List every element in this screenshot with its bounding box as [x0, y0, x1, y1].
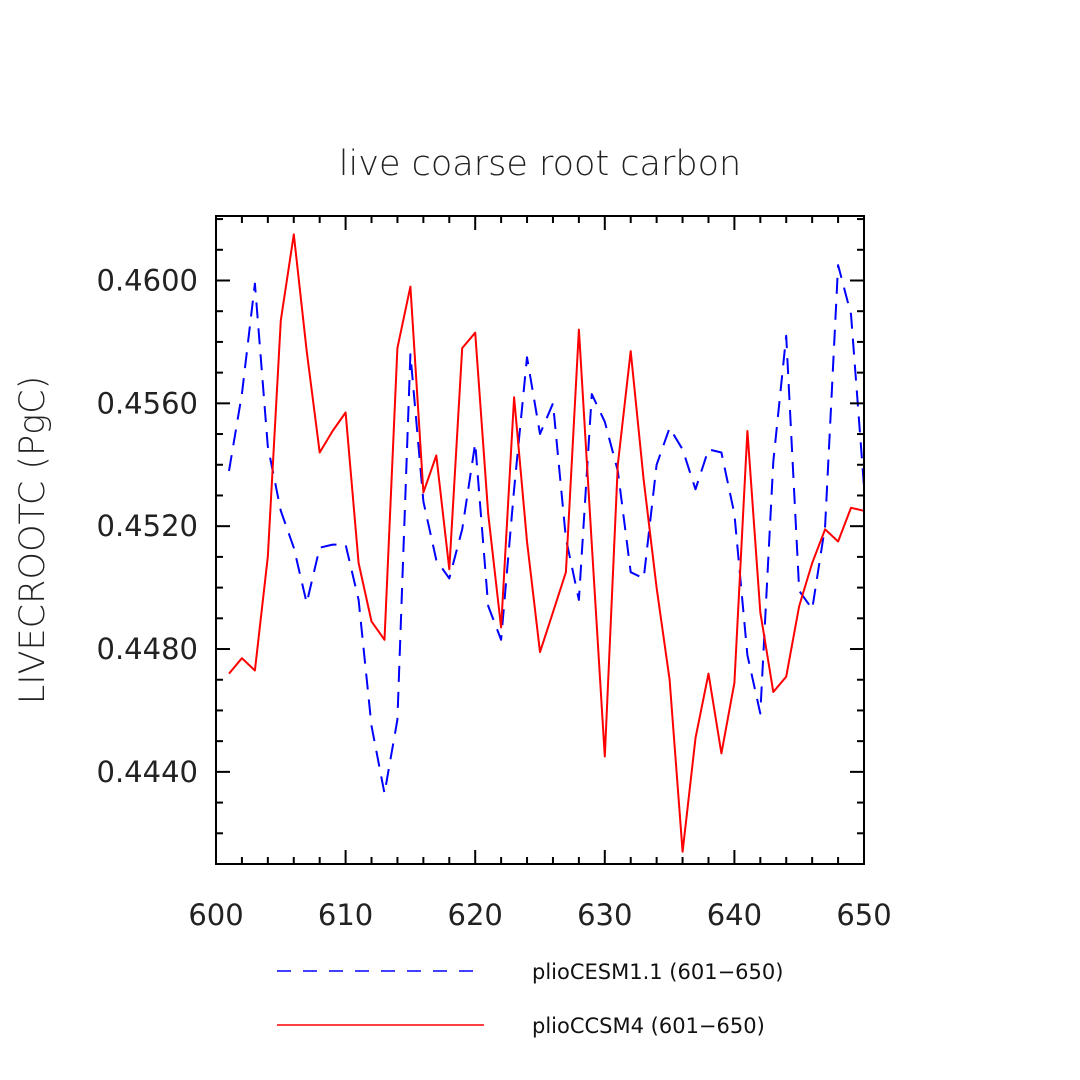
legend-label-0: plioCESM1.1 (601−650): [532, 960, 783, 984]
y-axis-label: LIVECROOTC (PgC): [13, 376, 53, 704]
x-tick-label: 650: [836, 898, 891, 932]
x-tick-label: 600: [188, 898, 243, 932]
y-tick-label: 0.4560: [97, 386, 198, 420]
y-tick-label: 0.4520: [97, 509, 198, 543]
plot-frame: [215, 215, 865, 865]
series-line-0: [228, 264, 865, 795]
plot-marks: [228, 233, 865, 853]
chart-title: live coarse root carbon: [339, 144, 741, 184]
legend-label-1: plioCCSM4 (601−650): [532, 1014, 765, 1038]
y-tick-label: 0.4480: [97, 632, 198, 666]
y-tick-label: 0.4600: [97, 263, 198, 297]
x-tick-label: 610: [318, 898, 373, 932]
series-line-1: [228, 233, 865, 853]
y-tick-label: 0.4440: [97, 755, 198, 789]
x-tick-label: 620: [448, 898, 503, 932]
x-tick-label: 640: [707, 898, 762, 932]
axes: 600 610 620 630 640 650 0.4440 0.4480 0.4520 0.45…: [97, 216, 892, 932]
x-tick-label: 630: [577, 898, 632, 932]
legend: plioCESM1.1 (601−650) plioCCSM4 (601−650): [277, 960, 783, 1038]
